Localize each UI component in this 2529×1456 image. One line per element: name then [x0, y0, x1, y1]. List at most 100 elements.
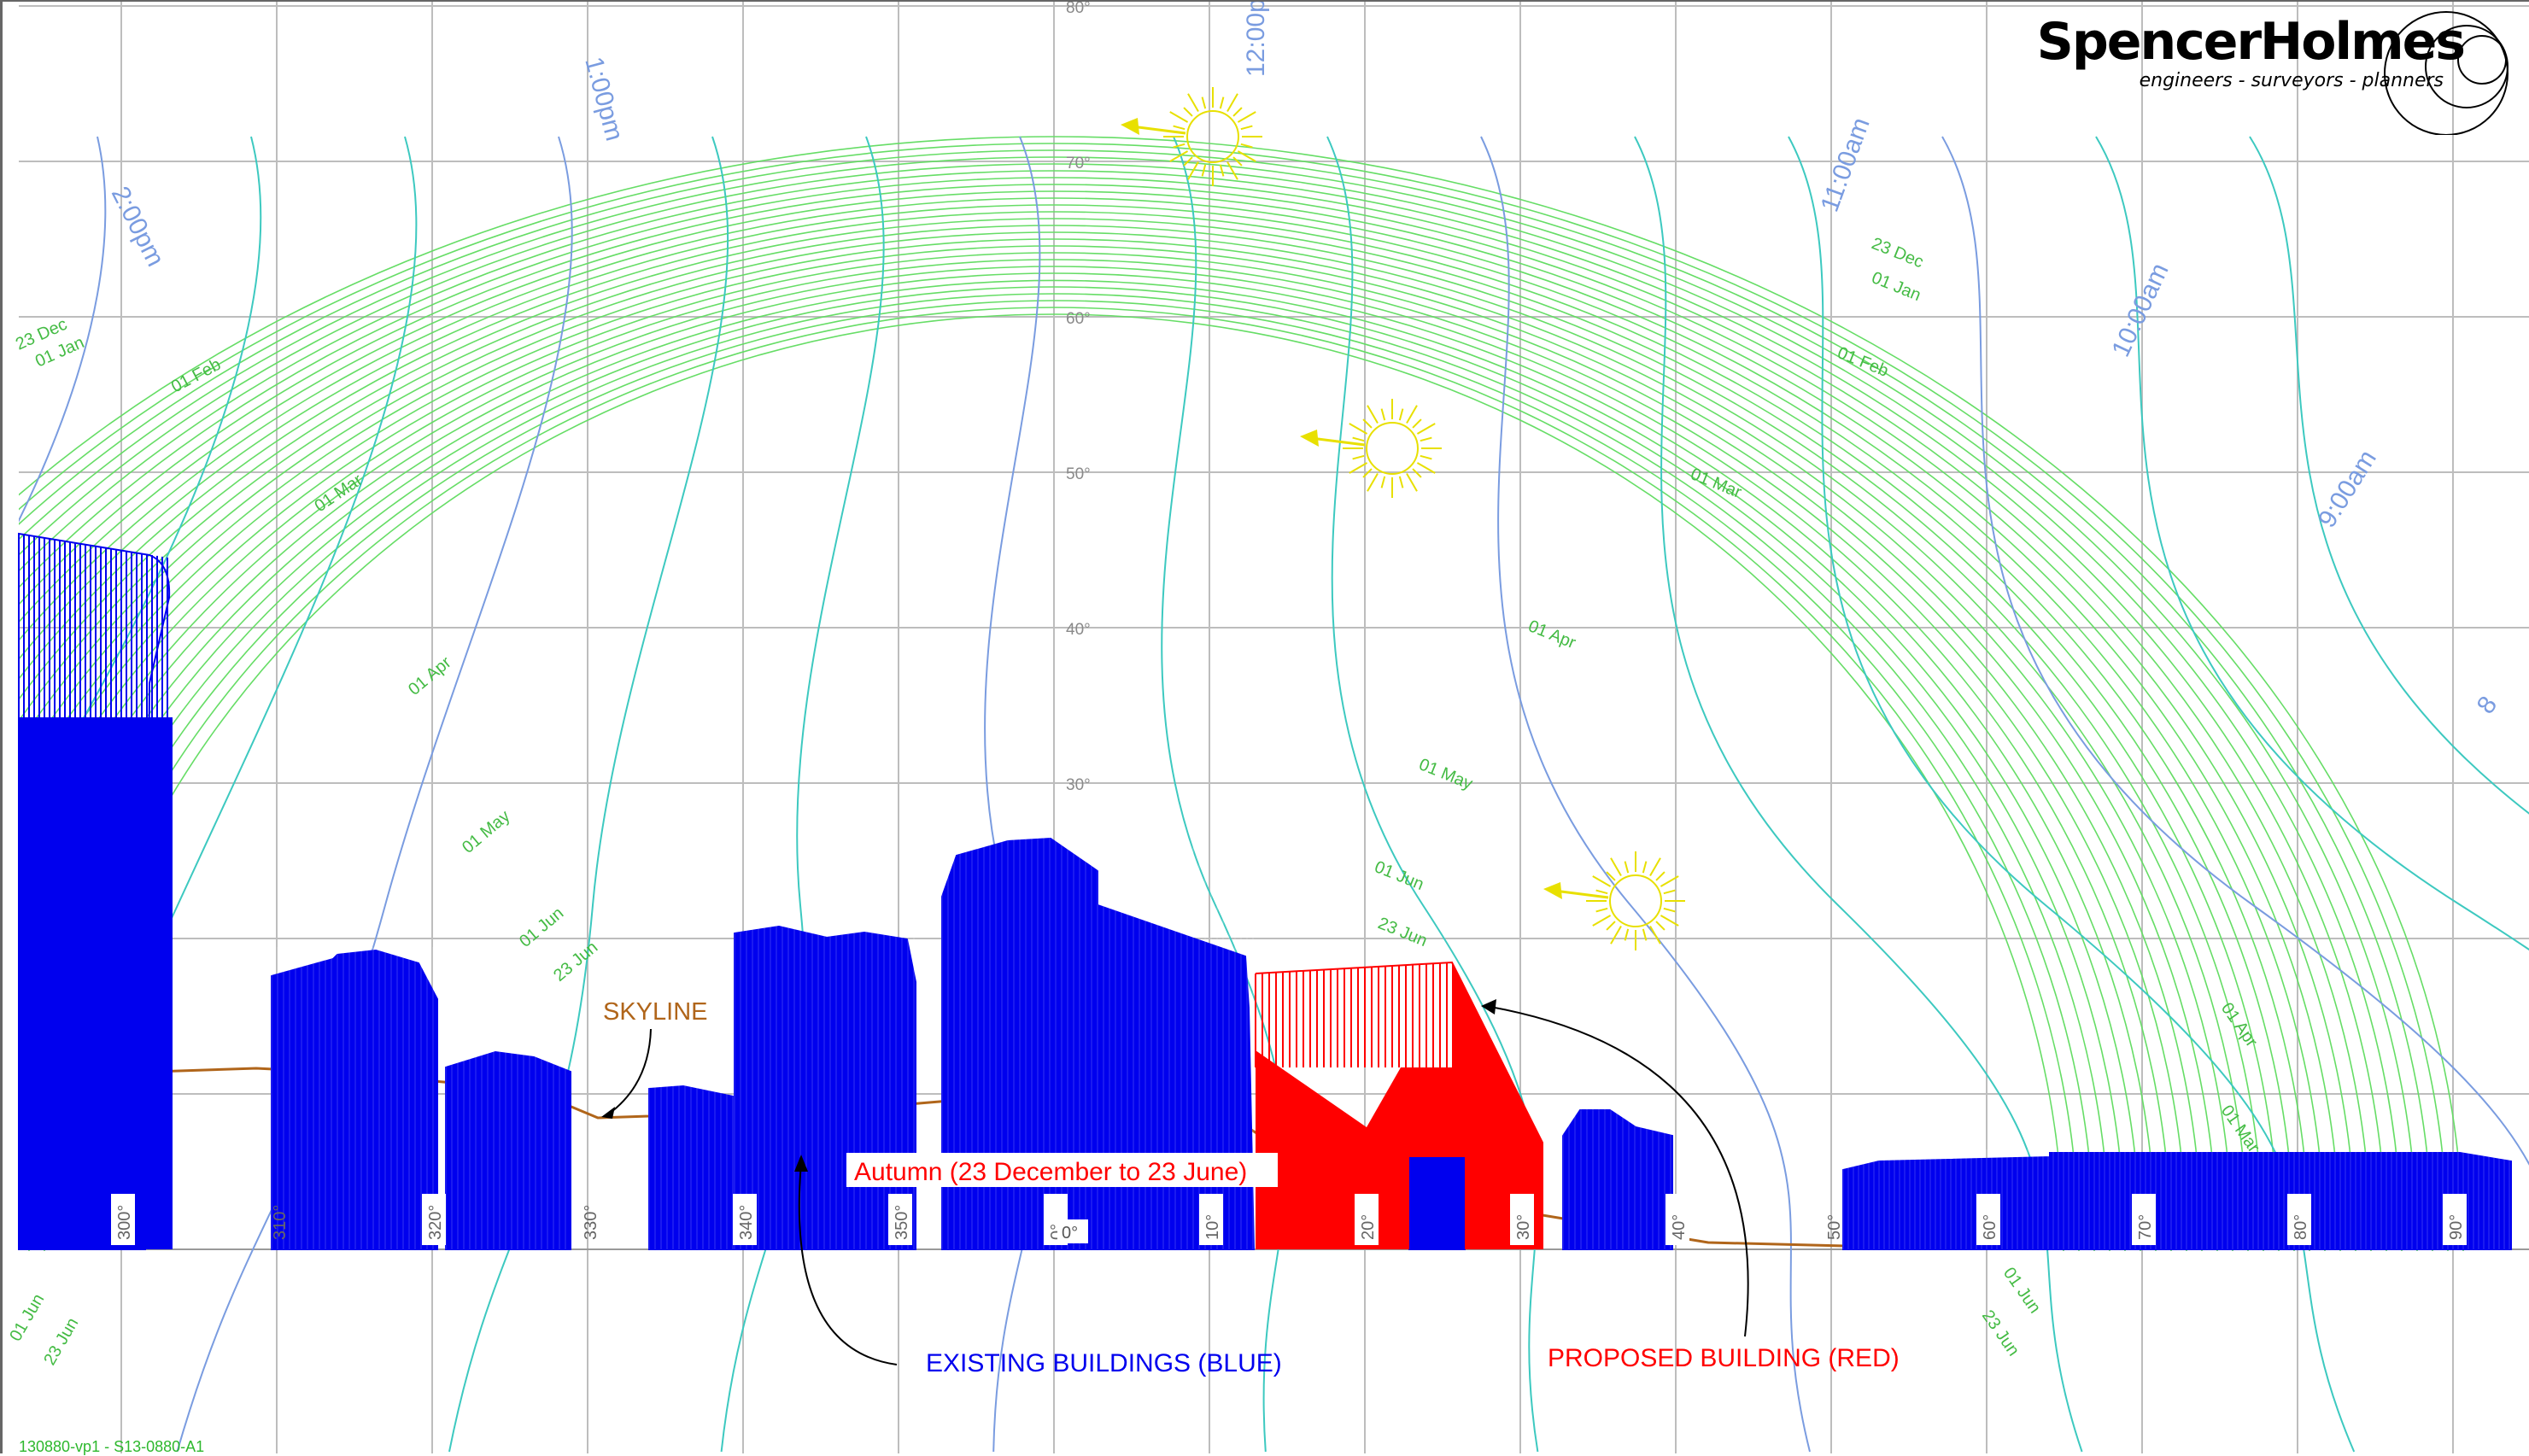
- sun-ray: [1201, 96, 1207, 109]
- sun-direction: [1131, 125, 1186, 135]
- sun-ray: [1362, 418, 1373, 429]
- azimuth-box: [1355, 1194, 1379, 1245]
- azimuth-box: [422, 1194, 446, 1245]
- azimuth-tick-label: 60°: [1981, 1214, 1999, 1240]
- azimuth-tick-label: 310°: [271, 1205, 290, 1240]
- date-curve: [19, 211, 2295, 1252]
- hour-curve: [19, 136, 418, 1212]
- sun-ray: [1606, 871, 1616, 881]
- date-curve: [19, 149, 2433, 1252]
- sun-ray: [1624, 928, 1630, 941]
- drawing-reference: 130880-vp1 - S13-0880-A1: [19, 1438, 205, 1455]
- proposed-body: [1256, 962, 1543, 1249]
- sun-ray: [1649, 857, 1661, 877]
- date-curve: [19, 163, 2403, 1252]
- sun-ray: [1226, 161, 1238, 180]
- sun-ray: [1642, 928, 1648, 941]
- sun-ray: [1173, 125, 1185, 131]
- azimuth-box: [888, 1194, 912, 1245]
- sun-ray: [1226, 93, 1238, 113]
- altitude-tick-label: 70°: [1066, 155, 1091, 172]
- sun-path-curves: [19, 136, 2529, 1453]
- sun-ray: [1367, 405, 1379, 424]
- building-block-b-fill: [445, 1050, 571, 1250]
- sun-ray: [1610, 925, 1622, 944]
- sun-arrowhead: [1121, 118, 1139, 135]
- hour-curve: [1480, 136, 1811, 1453]
- building-block-c-low-fill: [648, 1085, 738, 1250]
- skyline-leader: [607, 1028, 652, 1115]
- building-block-a-fill: [271, 949, 438, 1250]
- sun-ray: [1398, 476, 1404, 488]
- date-curve: [19, 136, 2464, 1252]
- sun-ray: [1240, 143, 1253, 149]
- azimuth-tick-label: 90°: [2447, 1214, 2466, 1240]
- sun-ray: [1362, 468, 1373, 478]
- sun-ray: [1219, 164, 1225, 177]
- sun-ray: [1232, 107, 1243, 117]
- sun-direction: [1310, 436, 1366, 447]
- altitude-tick-label: 80°: [1066, 0, 1091, 17]
- existing-label: EXISTING BUILDINGS (BLUE): [926, 1349, 1282, 1377]
- azimuth-tick-label: 70°: [2136, 1214, 2155, 1240]
- azimuth-box: [111, 1194, 135, 1245]
- existing-arrowhead: [794, 1155, 808, 1172]
- azimuth-box: [2443, 1194, 2467, 1245]
- azimuth-tick: 50°: [1825, 1214, 1844, 1240]
- azimuth-tick-label: 10°: [1203, 1214, 1222, 1240]
- hour-label: 8: [2472, 691, 2503, 719]
- azimuth-tick: 40°: [1666, 1194, 1689, 1245]
- sun-ray: [1232, 156, 1243, 167]
- date-curve: [19, 231, 2249, 1252]
- proposed-frame: [1255, 961, 1543, 1249]
- hour-curve: [1634, 136, 2083, 1453]
- date-label: 01 Jun: [1372, 857, 1426, 894]
- proposed-leader: [1490, 1006, 1749, 1337]
- date-curve: [19, 197, 2326, 1252]
- sun-ray: [1169, 111, 1189, 123]
- azimuth-box: [2132, 1194, 2156, 1245]
- sun-ray: [1183, 156, 1193, 167]
- sun-ray: [1592, 875, 1612, 887]
- skyline-label: SKYLINE: [603, 998, 708, 1026]
- azimuth-box: [1976, 1194, 2000, 1245]
- sun-ray: [1237, 150, 1256, 162]
- azimuth-tick: 60°: [1976, 1194, 2000, 1245]
- sun-ray: [1416, 423, 1436, 435]
- sun-ray: [1655, 921, 1666, 931]
- sun-ray: [1367, 472, 1379, 492]
- date-label: 23 Jun: [1978, 1307, 2023, 1360]
- building-block-c-low: [648, 1083, 738, 1250]
- sun-ray: [1398, 408, 1404, 421]
- sun-ray: [1592, 915, 1612, 927]
- sun-ray: [1663, 889, 1676, 895]
- azimuth-box: [1199, 1194, 1223, 1245]
- sun-ray: [1595, 889, 1608, 895]
- date-label: 23 Jun: [40, 1314, 82, 1368]
- azimuth-tick: 70°: [2132, 1194, 2156, 1245]
- hour-curve: [19, 136, 262, 830]
- azimuth-labels: 300° 310° 320° 330° 340° 350° 0° 10° 20° 30° 40° 50…: [111, 1194, 2467, 1245]
- altitude-tick-label: 50°: [1066, 465, 1091, 483]
- azimuth-tick-label: 350°: [893, 1205, 911, 1240]
- sun-ray: [1406, 472, 1418, 492]
- altitude-tick-label: 40°: [1066, 621, 1091, 639]
- hour-curve: [1941, 136, 2529, 1166]
- date-label: 01 May: [459, 807, 513, 857]
- hour-curve: [1161, 136, 1288, 1453]
- azimuth-tick: 320°: [422, 1194, 446, 1245]
- building-block-d-fill: [941, 837, 1256, 1250]
- tower-solid: [19, 717, 173, 1249]
- date-label: 01 Feb: [168, 355, 224, 397]
- hour-curve: [984, 136, 1043, 1453]
- sun-ray: [1642, 861, 1648, 874]
- azimuth-tick: 80°: [2287, 1194, 2311, 1245]
- hour-curve: [2249, 136, 2529, 815]
- azimuth-tick: 330°: [582, 1205, 600, 1240]
- hour-label: 12:00pm: [1242, 0, 1270, 77]
- building-block-f: [1562, 1107, 1673, 1250]
- sun-icon: [1121, 87, 1262, 186]
- azimuth-tick-label: 320°: [426, 1205, 445, 1240]
- hour-curve: [19, 136, 107, 523]
- sun-arrowhead: [1300, 430, 1319, 447]
